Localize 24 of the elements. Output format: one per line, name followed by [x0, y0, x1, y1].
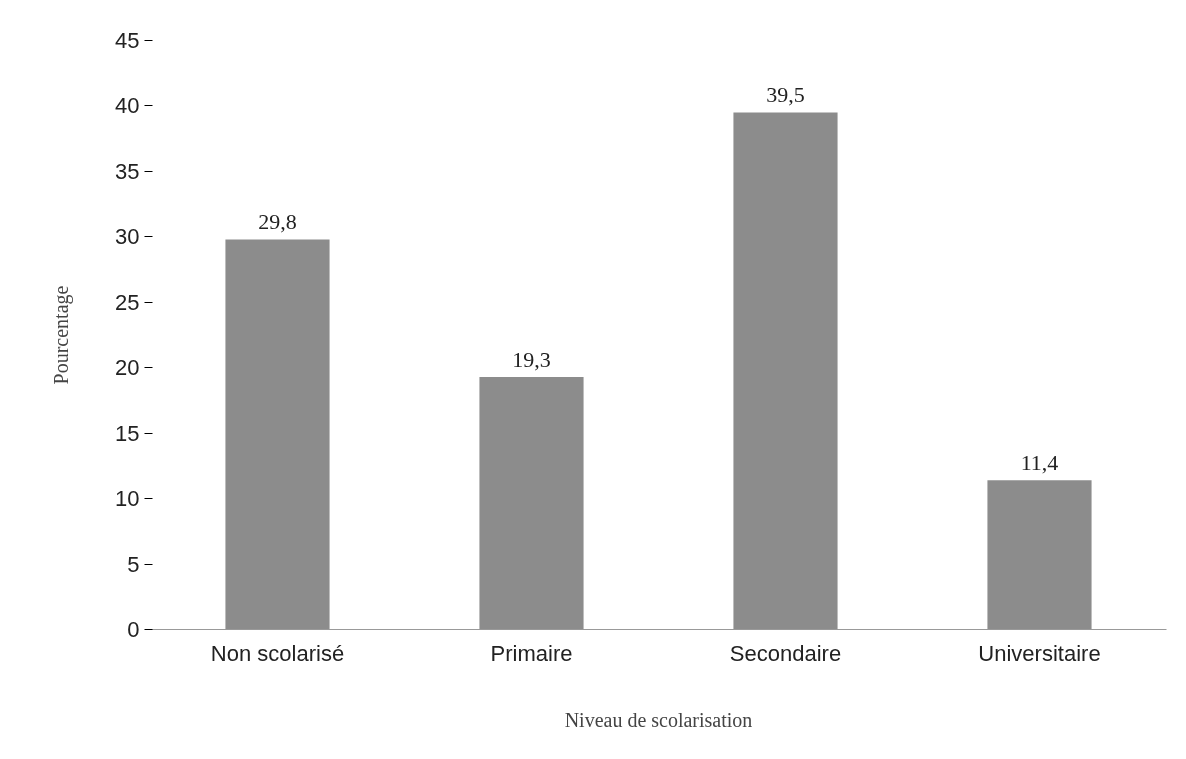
y-tick-label: 10 [115, 486, 140, 512]
bar [733, 112, 838, 630]
data-label: 39,5 [766, 82, 805, 108]
bar [987, 480, 1092, 630]
x-axis-title: Niveau de scolarisation [564, 708, 753, 731]
y-tick-label: 40 [115, 93, 140, 119]
data-label: 11,4 [1020, 450, 1059, 476]
y-tick-label: 20 [115, 355, 140, 381]
x-tick-label: Universitaire [978, 640, 1101, 666]
y-tick-label: 35 [115, 158, 140, 184]
y-tick-label: 5 [127, 551, 140, 577]
x-tick-label: Primaire [490, 640, 573, 666]
x-tick-label: Secondaire [729, 640, 842, 666]
y-tick-label: 45 [115, 28, 140, 53]
data-label: 19,3 [512, 346, 551, 372]
y-tick-label: 15 [115, 420, 140, 446]
y-tick-label: 25 [115, 289, 140, 315]
bar [225, 239, 330, 630]
y-axis-title: Pourcentage [50, 285, 74, 385]
y-tick-label: 0 [127, 617, 140, 642]
y-tick-label: 30 [115, 224, 140, 250]
x-tick-label: Non scolarisé [210, 640, 345, 666]
data-label: 29,8 [258, 209, 297, 235]
bar [479, 376, 584, 630]
